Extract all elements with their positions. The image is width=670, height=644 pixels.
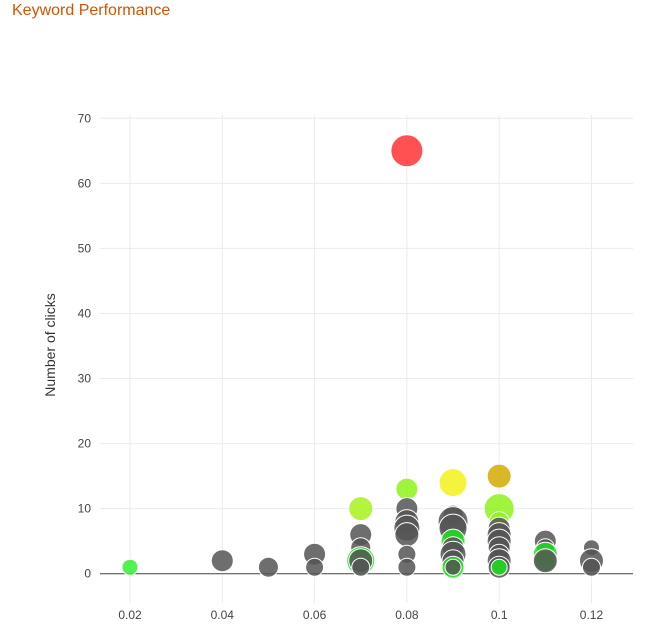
- x-axis-ticks: 0.02 0.04 0.06 0.08 0.1 0.12: [118, 608, 603, 622]
- y-tick-label: 10: [78, 502, 92, 516]
- y-tick-label: 50: [78, 241, 92, 255]
- data-point[interactable]: [258, 557, 278, 577]
- data-point[interactable]: [582, 558, 600, 576]
- data-point[interactable]: [211, 550, 233, 572]
- data-point[interactable]: [487, 464, 511, 488]
- x-tick-label: 0.1: [491, 608, 508, 622]
- x-tick-label: 0.04: [211, 608, 235, 622]
- y-tick-label: 40: [78, 306, 92, 320]
- data-point[interactable]: [491, 559, 507, 575]
- data-point[interactable]: [349, 497, 373, 521]
- y-tick-label: 30: [78, 372, 92, 386]
- y-tick-label: 60: [78, 176, 92, 190]
- data-points: [122, 135, 603, 578]
- data-point[interactable]: [398, 558, 416, 576]
- x-tick-label: 0.06: [303, 608, 327, 622]
- y-tick-label: 70: [78, 111, 92, 125]
- y-axis-title: Number of clicks: [42, 293, 58, 396]
- data-point[interactable]: [395, 523, 419, 547]
- y-axis-ticks: 0 10 20 30 40 50 60 70: [78, 111, 92, 580]
- data-point[interactable]: [306, 558, 324, 576]
- data-point[interactable]: [352, 558, 370, 576]
- data-point[interactable]: [391, 135, 423, 167]
- x-tick-label: 0.12: [580, 608, 604, 622]
- data-point[interactable]: [439, 469, 467, 497]
- data-point[interactable]: [396, 478, 418, 500]
- data-point[interactable]: [445, 559, 461, 575]
- data-point[interactable]: [122, 559, 138, 575]
- y-tick-label: 20: [78, 437, 92, 451]
- x-tick-label: 0.02: [118, 608, 142, 622]
- y-tick-label: 0: [84, 567, 91, 581]
- x-tick-label: 0.08: [395, 608, 419, 622]
- data-point[interactable]: [533, 549, 557, 573]
